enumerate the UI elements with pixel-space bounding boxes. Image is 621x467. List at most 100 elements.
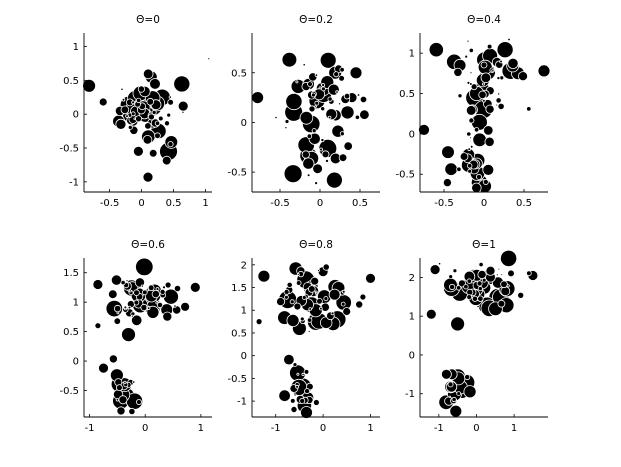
data-point (155, 301, 159, 305)
data-point (299, 397, 306, 404)
data-point (320, 86, 326, 92)
data-point (142, 68, 154, 80)
data-point (327, 96, 333, 102)
data-point (478, 90, 487, 99)
data-point (289, 398, 296, 404)
data-point (359, 95, 368, 104)
data-point (482, 178, 489, 185)
data-point (495, 97, 502, 104)
data-point (482, 163, 495, 176)
data-point (304, 388, 311, 395)
data-point (349, 66, 363, 80)
data-point (108, 354, 118, 364)
panel-title: Θ=0.4 (467, 14, 501, 26)
data-point (480, 61, 488, 69)
data-point (537, 64, 551, 78)
data-point (144, 122, 152, 130)
data-point (466, 278, 472, 284)
y-tick-label: -0.5 (59, 144, 79, 155)
data-point (123, 380, 127, 384)
x-tick-label: -0.5 (100, 198, 120, 209)
data-point (452, 268, 458, 274)
data-point (499, 249, 518, 267)
panel-5: Θ=0.8 -1 0 1 -1 -0.5 0 0.5 1 1.5 2 (227, 239, 380, 434)
y-tick-label: 1 (409, 49, 415, 60)
data-point (127, 124, 133, 130)
data-point (301, 295, 307, 300)
data-point (484, 136, 495, 147)
data-point (162, 311, 173, 322)
data-point (478, 261, 484, 268)
data-point (485, 104, 495, 114)
data-point (518, 71, 529, 82)
data-point (130, 314, 143, 327)
data-point (500, 286, 511, 297)
data-point (130, 314, 134, 318)
data-point (120, 279, 126, 286)
data-point (251, 91, 265, 104)
data-point (340, 105, 355, 120)
data-point (440, 368, 452, 380)
x-tick-label: 0 (142, 423, 148, 434)
data-point (207, 57, 211, 61)
data-point (456, 166, 462, 172)
panel-2: Θ=0.2 -0.5 0 0.5 -0.5 0 0.5 (227, 14, 380, 209)
data-point (133, 289, 140, 297)
data-point (319, 51, 337, 69)
data-point (173, 75, 191, 93)
y-tick-label: 2 (241, 260, 247, 271)
data-point (172, 305, 182, 315)
data-point (128, 289, 132, 293)
data-point (135, 115, 143, 123)
data-point (276, 297, 286, 307)
data-point (327, 115, 332, 120)
data-point (473, 127, 480, 133)
bubbles (418, 37, 551, 194)
data-point (310, 276, 320, 286)
data-point (480, 72, 492, 84)
data-point (135, 398, 142, 405)
data-point (468, 47, 474, 54)
data-point (147, 113, 155, 121)
data-point (463, 385, 477, 399)
data-point (496, 76, 501, 81)
data-point (310, 92, 316, 98)
panel-4: Θ=0.6 -1 0 1 -0.5 0 0.5 1 1.5 (59, 239, 212, 434)
data-point (477, 295, 484, 302)
data-point (418, 123, 430, 136)
data-point (146, 97, 155, 106)
data-point (151, 109, 157, 115)
data-point (455, 285, 462, 291)
data-point (296, 273, 300, 277)
data-point (146, 306, 151, 310)
data-point (457, 93, 463, 99)
data-point (255, 318, 263, 326)
data-point (320, 302, 330, 312)
data-point (110, 274, 123, 286)
data-point (302, 157, 315, 170)
x-tick-label: 0 (138, 198, 144, 209)
data-point (301, 150, 310, 159)
panel-title: Θ=0.6 (131, 239, 165, 251)
data-point (132, 380, 136, 384)
x-tick-label: 0.5 (352, 198, 368, 209)
data-point (133, 299, 140, 306)
data-point (173, 284, 182, 293)
data-point (335, 90, 339, 94)
data-point (472, 132, 487, 148)
data-point (450, 316, 466, 332)
data-point (299, 111, 314, 125)
data-point (306, 382, 314, 391)
data-point (133, 117, 136, 120)
data-point (295, 80, 299, 84)
data-point (429, 264, 441, 276)
data-point (499, 273, 503, 276)
data-point (167, 99, 174, 106)
data-point (497, 102, 505, 111)
data-point (167, 141, 174, 148)
data-point (481, 277, 487, 283)
data-point (314, 181, 319, 186)
data-point (283, 353, 295, 366)
y-tick-label: -1 (69, 177, 79, 188)
data-point (286, 313, 300, 327)
